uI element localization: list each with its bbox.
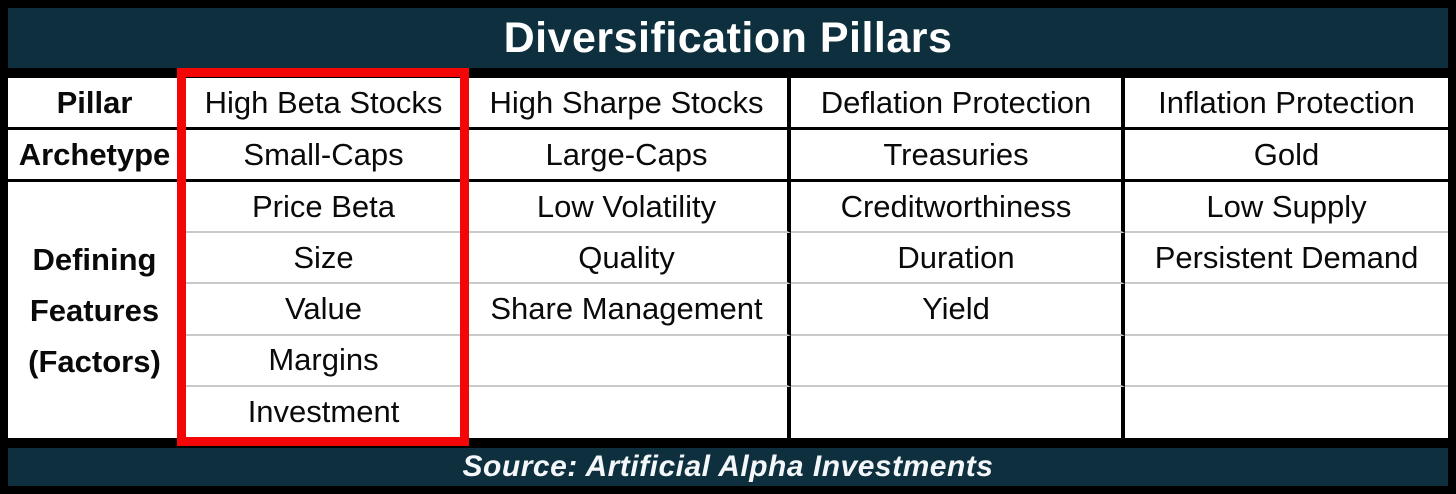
archetype-large-caps: Large-Caps xyxy=(466,130,791,182)
factor-cell xyxy=(1125,284,1448,336)
factor-cell xyxy=(1125,386,1448,438)
factor-cell xyxy=(791,335,1125,387)
row-header-archetype: Archetype xyxy=(8,130,185,182)
archetype-small-caps: Small-Caps xyxy=(185,130,466,182)
factor-cell: Size xyxy=(185,233,466,285)
factor-cell: Margins xyxy=(185,335,466,387)
factor-cell: Quality xyxy=(466,233,791,285)
footer-bar: Source: Artificial Alpha Investments xyxy=(8,448,1448,486)
factor-cell: Low Volatility xyxy=(466,182,791,234)
col-header-inflation-protection: Inflation Protection xyxy=(1125,78,1448,130)
archetype-treasuries: Treasuries xyxy=(791,130,1125,182)
factor-cell: Investment xyxy=(185,386,466,438)
title-bar: Diversification Pillars xyxy=(8,8,1448,68)
factor-cell: Value xyxy=(185,284,466,336)
source-attribution: Source: Artificial Alpha Investments xyxy=(462,450,994,483)
row-header-pillar: Pillar xyxy=(8,78,185,130)
page-title: Diversification Pillars xyxy=(503,13,953,62)
col-header-deflation-protection: Deflation Protection xyxy=(791,78,1125,130)
factor-cell: Duration xyxy=(791,233,1125,285)
factor-cell xyxy=(1125,335,1448,387)
factor-cell xyxy=(466,335,791,387)
factor-cell xyxy=(791,386,1125,438)
factor-cell xyxy=(466,386,791,438)
factor-cell: Low Supply xyxy=(1125,182,1448,234)
col-header-high-beta-stocks: High Beta Stocks xyxy=(185,78,466,130)
archetype-gold: Gold xyxy=(1125,130,1448,182)
col-header-high-sharpe-stocks: High Sharpe Stocks xyxy=(466,78,791,130)
factor-cell: Persistent Demand xyxy=(1125,233,1448,285)
row-header-defining-features: Defining Features (Factors) xyxy=(8,182,185,438)
factor-cell: Share Management xyxy=(466,284,791,336)
factor-cell: Creditworthiness xyxy=(791,182,1125,234)
factor-cell: Yield xyxy=(791,284,1125,336)
pillars-table: Pillar Archetype Defining Features (Fact… xyxy=(8,78,1448,438)
factor-cell: Price Beta xyxy=(185,182,466,234)
